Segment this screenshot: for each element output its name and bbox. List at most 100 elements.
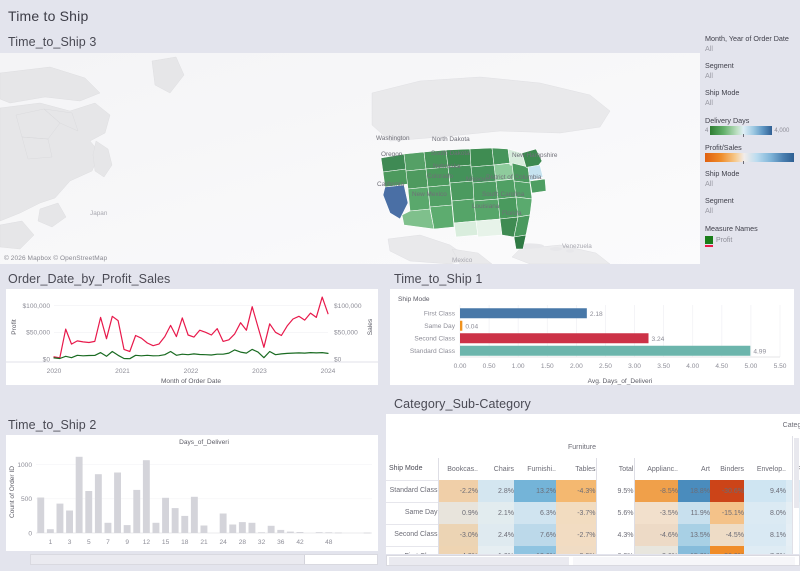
histogram-bar[interactable] [162,497,169,533]
heatmap-cell[interactable]: -3.0% [556,546,596,554]
histogram-bar[interactable] [142,460,150,533]
heatmap-cell[interactable]: -3.0% [437,524,478,546]
histogram-bar[interactable] [85,491,93,533]
histogram-bar[interactable] [315,532,323,533]
heatmap-cell[interactable]: 18.8% [678,480,710,502]
histogram-bar[interactable] [152,522,160,534]
histogram-bar[interactable] [334,532,342,534]
heatmap-cell[interactable]: -4.5% [710,524,744,546]
heatmap-cell[interactable]: 15.2% [678,546,710,554]
heatmap-cell[interactable]: 8.1% [744,524,786,546]
heatmap-cell[interactable]: 4.3% [595,524,634,546]
heatmap-cell[interactable]: 6.3% [514,502,556,524]
histogram-bar[interactable] [46,529,54,533]
heatmap-column-header[interactable]: Envelop.. [756,465,786,473]
heatmap-vscroll-thumb[interactable] [794,438,799,508]
line-chart-body[interactable]: $0 $0 $50,000 $50,000 $100,000 $100,000 Profit… [6,289,378,385]
histogram-bar[interactable] [258,532,265,534]
heatmap-cell[interactable]: 2.6% [633,546,678,554]
filter-month-year-of-order-date[interactable]: Month, Year of Order Date All [705,34,795,54]
filter-value[interactable]: All [705,44,713,53]
heatmap-row[interactable]: Same Day 0.9% 2.1% 6.3% -3.7% 5.6% -3.5% 11.9% -… [386,501,800,524]
heatmap-column-header[interactable]: Total [595,458,634,480]
measure-item-sales[interactable] [705,245,795,247]
heatmap-column-header[interactable]: Furnishi.. [527,465,556,473]
heatmap-column-header[interactable]: Applianc.. [633,458,678,480]
heatmap-column-header[interactable]: Chairs [493,465,514,473]
heatmap-cell[interactable]: -15.1% [710,502,744,524]
heatmap-cell[interactable]: 13.2% [514,480,556,502]
histogram-bar[interactable] [363,532,371,534]
heatmap-cell[interactable]: 8.0% [744,502,786,524]
histogram-bar[interactable] [229,524,237,534]
histogram-bar[interactable] [277,529,285,533]
heatmap-row[interactable]: First Class-4.3%1.0%12.6%-3.0%6.3%2.6%15… [386,545,800,554]
histogram-bar[interactable] [248,522,256,534]
heatmap-cell[interactable]: -3.5% [633,502,678,524]
scrollbar-thumb[interactable] [31,555,305,564]
histogram-body[interactable]: Days_of_Deliveri 0 500 1000 Count of Order I… [6,435,378,551]
heatmap-cell[interactable]: 13.5% [678,524,710,546]
histogram-bar[interactable] [286,531,294,533]
bar-second-class[interactable] [460,333,649,344]
heatmap-cell[interactable]: 7.6% [514,524,556,546]
measure-item-profit[interactable]: Profit [705,236,795,244]
bar-standard-class[interactable] [460,345,751,356]
filter-value[interactable]: All [705,179,713,188]
histogram-bar[interactable] [238,522,246,533]
heatmap-cell[interactable]: 11.9% [678,502,710,524]
line-series-sales[interactable] [53,296,329,359]
filter-value[interactable]: All [705,98,713,107]
histogram-bar[interactable] [66,510,73,534]
filter-segment-1[interactable]: Segment All [705,61,795,81]
histogram-bar[interactable] [181,515,189,533]
bar-chart-body[interactable]: Ship Mode 0.00 0.50 1.00 1.50 2.00 2.50 3.00 3.5… [390,289,794,385]
filter-segment-2[interactable]: Segment All [705,196,795,216]
heatmap-cell[interactable]: 5.6% [595,502,634,524]
heatmap-column-header[interactable]: Tables [575,465,596,473]
heatmap-cell[interactable]: -3.7% [556,502,596,524]
bar-same-day[interactable] [460,320,463,331]
histogram-horizontal-scrollbar[interactable] [30,554,378,565]
histogram-bar[interactable] [37,497,45,534]
map-canvas-container[interactable]: Japan Mexico Venezuela Washington Oregon… [0,53,700,264]
heatmap-column-header[interactable]: Art [701,465,710,473]
heatmap-row[interactable]: Second Class -3.0% 2.4% 7.6% -2.7% 4.3% -4.6% 1… [386,523,800,546]
heatmap-column-header[interactable]: Bookcas.. [437,458,478,480]
scrollbar-thumb-left[interactable] [389,557,569,565]
heatmap-cell[interactable]: 7.3% [744,546,786,554]
heatmap-cell[interactable]: -2.7% [556,524,596,546]
heatmap-cell[interactable]: 9.5% [595,480,634,502]
filter-ship-mode-1[interactable]: Ship Mode All [705,88,795,108]
heatmap-cell[interactable]: -2.2% [437,480,478,502]
heatmap-cell[interactable]: 2.8% [478,480,514,502]
histogram-bar[interactable] [267,525,275,533]
heatmap-cell[interactable]: -4.3% [437,546,478,554]
heatmap-column-header[interactable]: Binders [720,465,744,473]
heatmap-cell[interactable]: -30.6% [710,480,744,502]
legend-profit-sales[interactable]: Profit/Sales [705,142,795,164]
heatmap-cell[interactable]: 2.4% [478,524,514,546]
histogram-bar[interactable] [114,472,121,534]
legend-delivery-days[interactable]: Delivery Days 4 4,000 [705,115,795,137]
filter-ship-mode-2[interactable]: Ship Mode All [705,169,795,189]
histogram-bar[interactable] [75,456,83,533]
histogram-bar[interactable] [123,525,131,533]
heatmap-cell[interactable]: -8.5% [633,480,678,502]
heatmap-horizontal-scrollbar[interactable] [386,555,800,566]
heatmap-body[interactable]: Category / Sub-Category Furniture Office S… [386,414,800,554]
heatmap-cell[interactable]: 2.1% [478,502,514,524]
heatmap-row[interactable]: Standard Class -2.2% 2.8% 13.2% -4.3% 9.5% -8.… [386,479,800,502]
scrollbar-thumb-right[interactable] [573,557,795,565]
heatmap-cell[interactable]: 12.6% [514,546,556,554]
heatmap-cell[interactable]: 9.4% [744,480,786,502]
filter-value[interactable]: All [705,206,713,215]
heatmap-cell[interactable]: 0.9% [437,502,478,524]
histogram-bar[interactable] [133,489,141,533]
filter-value[interactable]: All [705,71,713,80]
histogram-bar[interactable] [190,496,198,533]
heatmap-cell[interactable]: 6.3% [595,546,634,554]
histogram-bar[interactable] [296,532,304,533]
histogram-bar[interactable] [219,513,227,534]
heatmap-cell[interactable]: -4.6% [633,524,678,546]
